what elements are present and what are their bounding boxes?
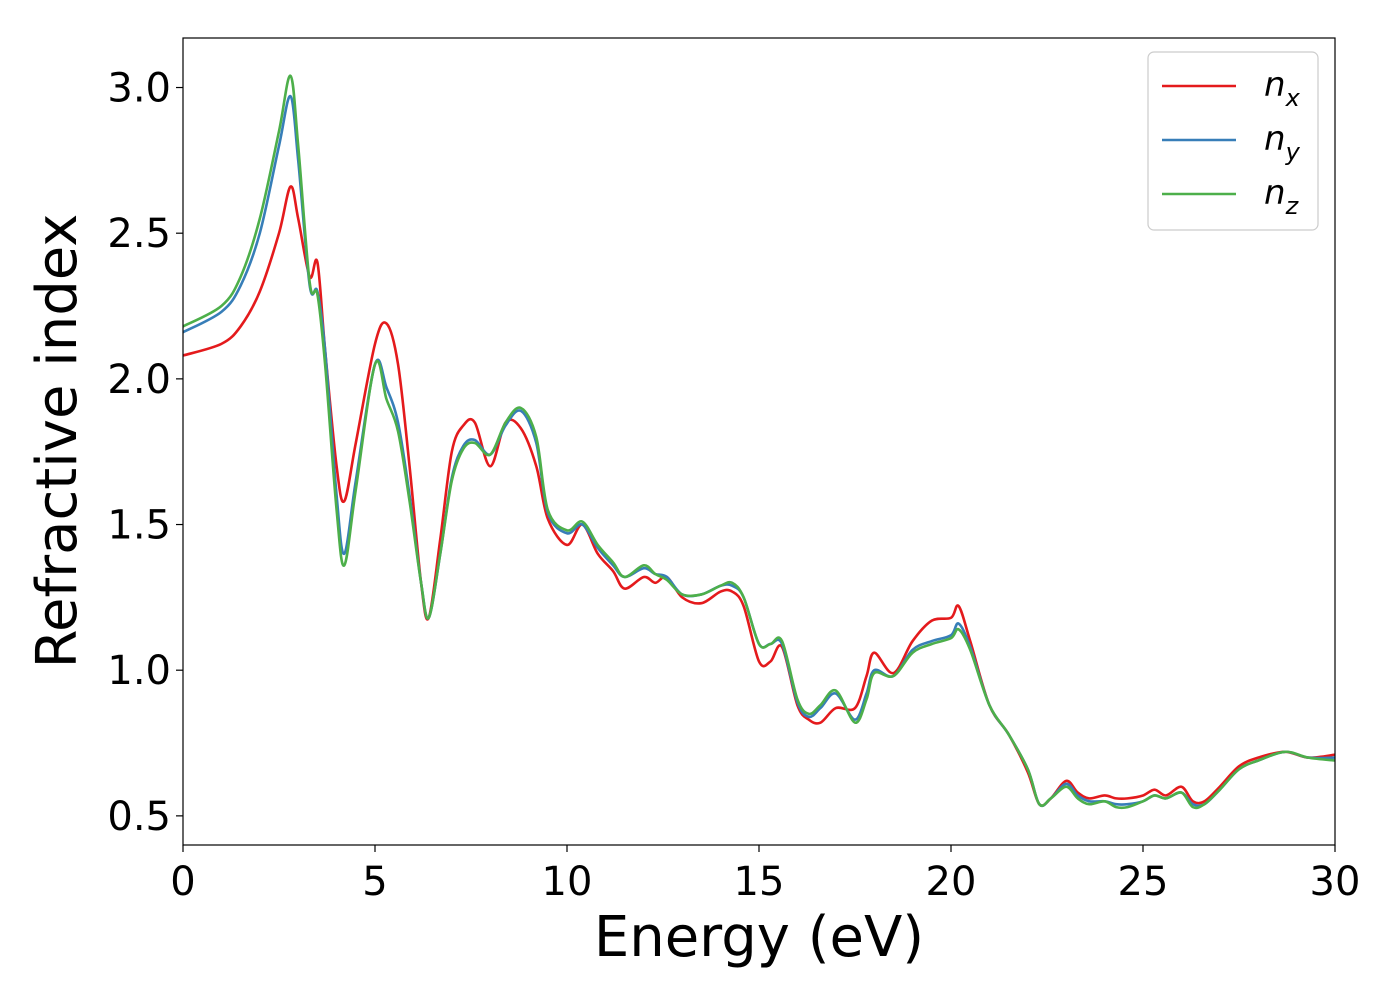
y-tick-label: 2.0 xyxy=(107,357,171,403)
y-tick-label: 1.0 xyxy=(107,648,171,694)
y-axis-ticks: 0.5 1.0 1.5 2.0 2.5 3.0 xyxy=(107,66,183,840)
x-axis-ticks: 0 5 10 15 20 25 30 xyxy=(170,845,1360,905)
x-tick-label: 30 xyxy=(1310,859,1361,905)
x-tick-label: 0 xyxy=(170,859,195,905)
x-tick-label: 10 xyxy=(542,859,593,905)
y-tick-label: 1.5 xyxy=(107,503,171,549)
series-line-nx xyxy=(183,185,1335,807)
series-line-nz xyxy=(183,74,1335,810)
y-tick-label: 0.5 xyxy=(107,794,171,840)
y-tick-label: 3.0 xyxy=(107,66,171,112)
y-axis-title: Refractive index xyxy=(25,214,90,669)
series-layer xyxy=(183,74,1335,810)
x-tick-label: 15 xyxy=(734,859,785,905)
y-tick-label: 2.5 xyxy=(107,211,171,257)
x-tick-label: 20 xyxy=(926,859,977,905)
x-tick-label: 25 xyxy=(1118,859,1169,905)
x-tick-label: 5 xyxy=(362,859,387,905)
x-axis-title: Energy (eV) xyxy=(594,905,924,970)
